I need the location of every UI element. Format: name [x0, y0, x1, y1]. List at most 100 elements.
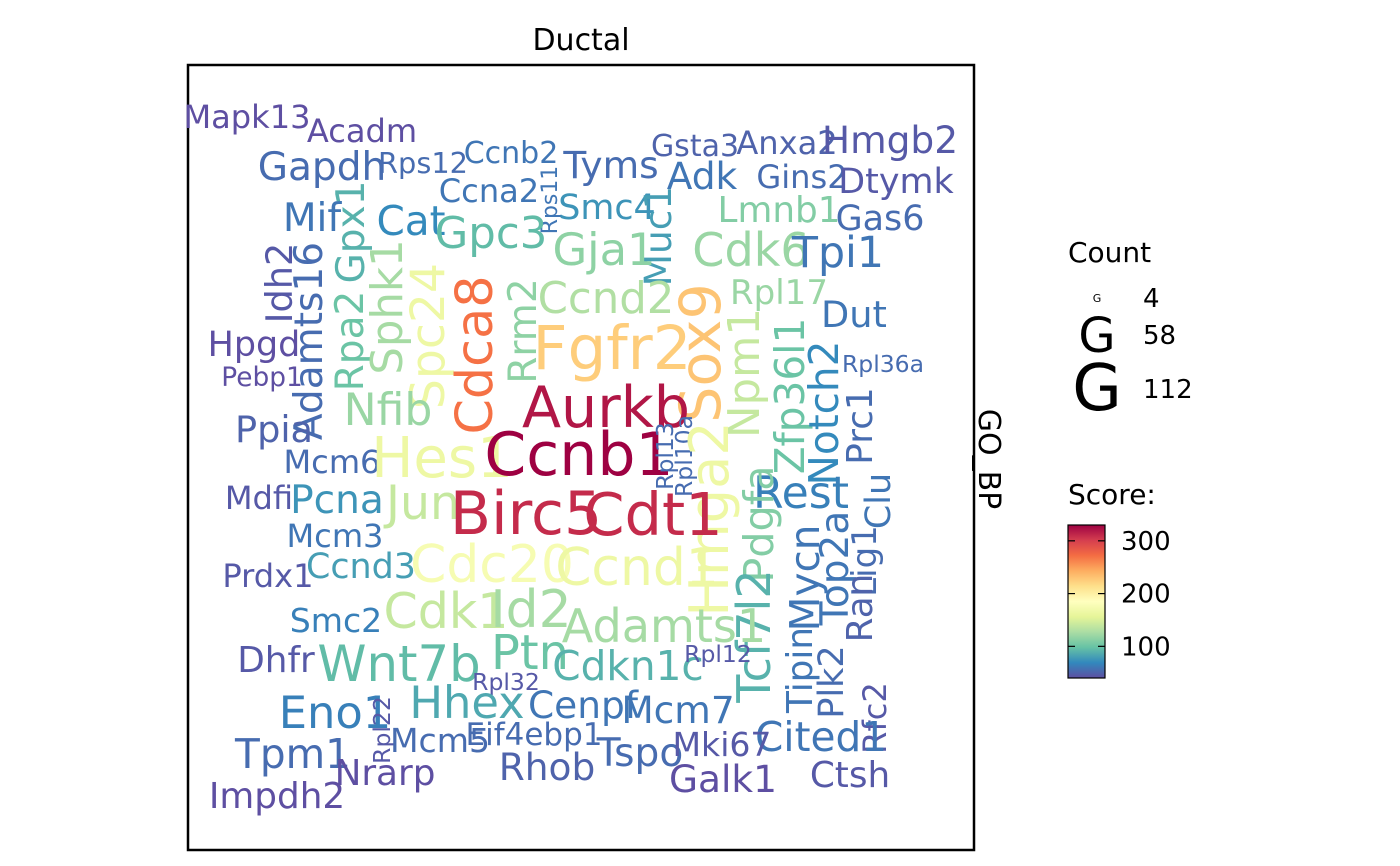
word-rest: Rest [753, 468, 849, 519]
word-galk1: Galk1 [669, 757, 777, 801]
word-tyms: Tyms [562, 143, 658, 187]
word-rpl36a: Rpl36a [842, 350, 924, 378]
word-top2a: Top2a [813, 511, 858, 627]
word-pebp1: Pebp1 [221, 362, 303, 393]
word-gpx1: Gpx1 [329, 180, 374, 283]
word-zfp36l1: Zfp36l1 [766, 318, 814, 475]
word-acadm: Acadm [307, 112, 417, 150]
word-adk: Adk [667, 154, 738, 198]
word-impdh2: Impdh2 [209, 776, 345, 817]
word-tpi1: Tpi1 [791, 228, 884, 278]
word-birc5: Birc5 [450, 479, 602, 549]
word-dhfr: Dhfr [237, 640, 315, 681]
word-rhob: Rhob [499, 745, 596, 789]
word-hmgb2: Hmgb2 [822, 118, 958, 162]
word-rfc2: Rfc2 [856, 682, 894, 754]
word-hmga2: Hmga2 [678, 421, 741, 616]
count-key-large-glyph: G [1072, 352, 1122, 426]
word-smc2: Smc2 [290, 601, 382, 640]
word-cdca8: Cdca8 [445, 275, 504, 434]
word-cdt1: Cdt1 [583, 480, 723, 549]
word-ctsh: Ctsh [810, 755, 890, 796]
score-colorbar-ticks: 100 200 300 [1068, 527, 1171, 662]
word-rpl17: Rpl17 [730, 273, 828, 313]
word-ptn: Ptn [491, 626, 569, 681]
word-mcm3: Mcm3 [287, 517, 384, 555]
word-rpl12: Rpl12 [684, 640, 752, 668]
score-tick-label: 100 [1121, 632, 1171, 662]
word-idh2: Idh2 [258, 243, 301, 324]
word-mapk13: Mapk13 [183, 98, 310, 136]
word-ccna2: Ccna2 [439, 172, 539, 210]
score-colorbar [1067, 524, 1106, 679]
word-gsta3: Gsta3 [651, 129, 739, 164]
word-hhex: Hhex [409, 676, 524, 729]
word-clu: Clu [859, 473, 899, 529]
score-legend: Score: 100 200 300 [1067, 478, 1171, 679]
word-fgfr2: Fgfr2 [533, 313, 692, 384]
word-lmnb1: Lmnb1 [718, 190, 841, 231]
count-key-small-label: 4 [1143, 284, 1160, 314]
word-smc4: Smc4 [558, 188, 656, 228]
word-mcm5: Mcm5 [390, 721, 490, 760]
count-key-medium-glyph: G [1078, 308, 1115, 364]
word-prc1: Prc1 [840, 387, 881, 464]
score-tick-label: 200 [1121, 580, 1171, 610]
word-gins2: Gins2 [756, 158, 847, 196]
word-notch2: Notch2 [800, 341, 848, 486]
word-wnt7b: Wnt7b [317, 635, 480, 693]
word-rpl13: Rpl13 [651, 422, 679, 490]
count-legend: Count G 4 G 58 G 112 [1068, 236, 1193, 426]
word-sox9: Sox9 [668, 283, 734, 423]
word-gja1: Gja1 [552, 223, 655, 276]
word-npm1: Npm1 [720, 308, 770, 438]
word-mdfi: Mdfi [225, 479, 293, 517]
word-eif4ebp1: Eif4ebp1 [466, 717, 603, 753]
score-tick-label: 300 [1121, 527, 1171, 557]
word-cdkn1c: Cdkn1c [552, 642, 703, 690]
word-ppia: Ppia [235, 408, 313, 451]
word-ccnb2: Ccnb2 [464, 136, 559, 171]
word-sphk1: Sphk1 [363, 239, 413, 374]
word-rpa2: Rpa2 [328, 291, 373, 392]
word-jun: Jun [383, 476, 460, 531]
chart-title: Ductal [532, 23, 629, 58]
word-mcm7: Mcm7 [621, 688, 734, 732]
word-rrm2: Rrm2 [501, 278, 546, 383]
word-ccnd2: Ccnd2 [538, 274, 675, 324]
word-ran: Ran [840, 574, 881, 643]
plot-panel [186, 63, 976, 852]
word-mki67: Mki67 [673, 725, 772, 764]
word-rpl32: Rpl32 [472, 668, 540, 696]
word-aurkb: Aurkb [522, 375, 690, 441]
word-pcna: Pcna [290, 478, 384, 523]
word-ccnd1: Ccnd1 [555, 538, 719, 598]
word-rpl10a: Rpl10a [670, 415, 698, 497]
word-cdc20: Cdc20 [410, 535, 574, 595]
word-cdk6: Cdk6 [692, 223, 809, 277]
word-mif: Mif [283, 196, 343, 241]
word-cat: Cat [376, 197, 445, 245]
count-key-small-glyph: G [1093, 292, 1102, 305]
word-hes1: Hes1 [371, 426, 513, 491]
word-adamts16: Adamts16 [287, 242, 332, 440]
word-rpl22: Rpl22 [368, 696, 396, 764]
word-prdx1: Prdx1 [222, 557, 313, 595]
word-nrarp: Nrarp [335, 753, 436, 794]
word-rps12: Rps12 [378, 146, 468, 180]
word-mycn: Mycn [781, 524, 829, 631]
word-hpgd: Hpgd [208, 325, 301, 365]
word-plk2: Plk2 [812, 645, 852, 718]
word-cenpf: Cenpf [528, 683, 639, 727]
word-id2: Id2 [490, 580, 571, 640]
word-anxa2: Anxa2 [736, 124, 837, 162]
word-adamts1: Adamts1 [562, 599, 767, 653]
word-gapdh: Gapdh [258, 145, 387, 190]
word-gpc3: Gpc3 [435, 209, 548, 259]
word-cited1: Cited1 [755, 713, 887, 761]
word-dut: Dut [821, 293, 887, 336]
word-rps11: Rps11 [538, 166, 563, 234]
count-key-medium-label: 58 [1143, 321, 1176, 351]
